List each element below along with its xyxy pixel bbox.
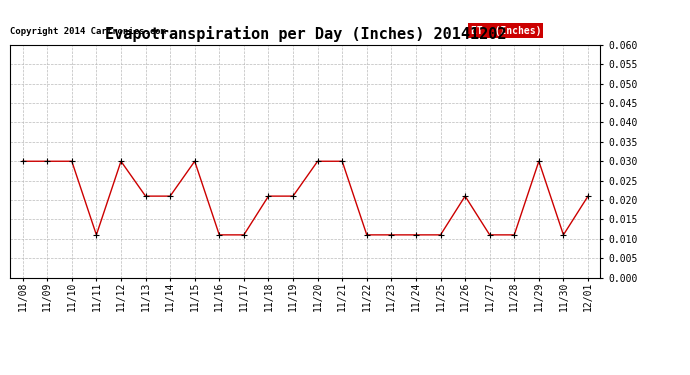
Title: Evapotranspiration per Day (Inches) 20141202: Evapotranspiration per Day (Inches) 2014… — [105, 27, 506, 42]
Text: Copyright 2014 Cartronics.com: Copyright 2014 Cartronics.com — [10, 27, 166, 36]
Text: ET  (Inches): ET (Inches) — [471, 26, 541, 36]
